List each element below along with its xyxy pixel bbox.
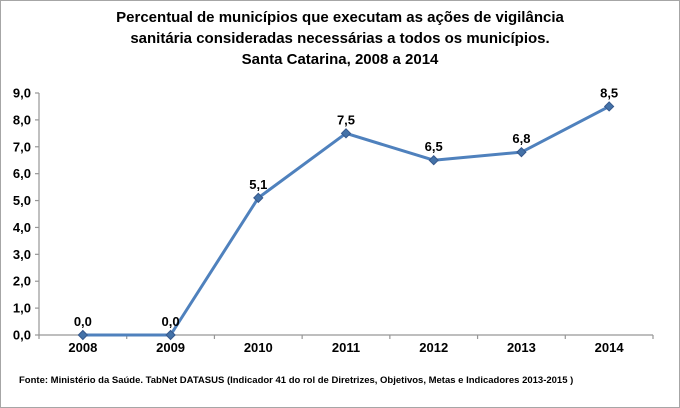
x-tick-label: 2013 bbox=[507, 340, 536, 355]
data-point-marker bbox=[603, 101, 615, 112]
y-tick-label: 5,0 bbox=[13, 193, 31, 208]
y-tick-label: 0,0 bbox=[13, 328, 31, 343]
y-tick-label: 3,0 bbox=[13, 247, 31, 262]
y-tick-label: 7,0 bbox=[13, 139, 31, 154]
data-point-marker bbox=[516, 146, 527, 158]
chart-title-line-3: Santa Catarina, 2008 a 2014 bbox=[241, 51, 439, 68]
y-tick-label: 6,0 bbox=[13, 166, 31, 181]
x-tick-label: 2009 bbox=[156, 340, 185, 355]
x-tick-label: 2008 bbox=[68, 340, 97, 355]
y-tick-label: 4,0 bbox=[13, 220, 31, 235]
x-tick-label: 2012 bbox=[419, 340, 448, 355]
x-tick-label: 2011 bbox=[332, 340, 360, 355]
data-point-label: 6,5 bbox=[425, 139, 443, 154]
chart-title-line-1: Percentual de municípios que executam as… bbox=[116, 9, 564, 26]
y-tick-label: 9,0 bbox=[13, 86, 31, 101]
data-point-marker bbox=[77, 329, 89, 341]
data-point-marker bbox=[428, 155, 439, 166]
data-point-label: 8,5 bbox=[600, 85, 618, 100]
data-point-label: 6,8 bbox=[512, 131, 530, 146]
data-point-label: 0,0 bbox=[162, 314, 180, 329]
data-point-label: 5,1 bbox=[249, 177, 267, 192]
y-tick-label: 2,0 bbox=[13, 274, 31, 289]
data-point-label: 0,0 bbox=[74, 314, 92, 329]
x-tick-label: 2014 bbox=[595, 340, 625, 355]
y-tick-label: 1,0 bbox=[13, 301, 31, 316]
chart-title-line-2: sanitária consideradas necessárias a tod… bbox=[130, 30, 550, 47]
y-tick-label: 8,0 bbox=[13, 112, 31, 127]
chart-title: Percentual de municípios que executam as… bbox=[1, 7, 679, 70]
x-tick-label: 2010 bbox=[244, 340, 273, 355]
data-point-marker bbox=[340, 128, 352, 139]
data-point-label: 7,5 bbox=[337, 112, 355, 127]
source-note: Fonte: Ministério da Saúde. TabNet DATAS… bbox=[19, 375, 574, 386]
data-point-marker bbox=[165, 329, 176, 341]
data-point-marker bbox=[253, 192, 264, 204]
